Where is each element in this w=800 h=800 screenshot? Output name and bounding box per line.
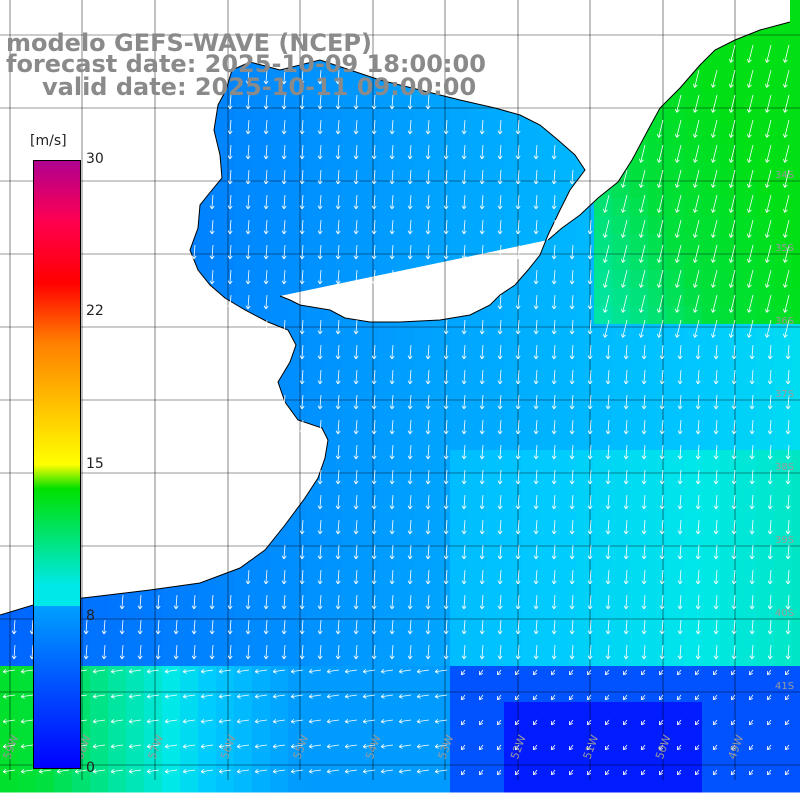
lat-label: 39S	[775, 535, 794, 546]
coastline	[0, 21, 791, 616]
colorbar	[33, 160, 81, 769]
colorbar-tick-22: 22	[86, 303, 104, 319]
land-mask	[0, 0, 790, 615]
lat-label: 41S	[775, 681, 794, 692]
title-forecast-date: forecast date: 2025-10-09 18:00:00	[6, 50, 486, 78]
lat-label: 35S	[775, 243, 794, 254]
latitude-labels: 34S 35S 36S 37S 38S 39S 40S 41S	[775, 170, 794, 692]
title-valid-date: valid date: 2025-10-11 09:00:00	[42, 73, 477, 101]
colorbar-tick-0: 0	[86, 760, 95, 776]
colorbar-tick-15: 15	[86, 456, 104, 472]
lat-label: 40S	[775, 608, 794, 619]
colorbar-tick-30: 30	[86, 151, 104, 167]
title-model: modelo GEFS-WAVE (NCEP)	[6, 29, 372, 57]
lat-lon-grid	[0, 0, 800, 780]
colorbar-units: [m/s]	[30, 133, 67, 149]
lat-label: 38S	[775, 462, 794, 473]
lat-label: 36S	[775, 316, 794, 327]
colorbar-tick-8: 8	[86, 608, 95, 624]
lat-label: 34S	[775, 170, 794, 181]
wind-arrows	[2, 44, 791, 776]
lat-label: 37S	[775, 389, 794, 400]
